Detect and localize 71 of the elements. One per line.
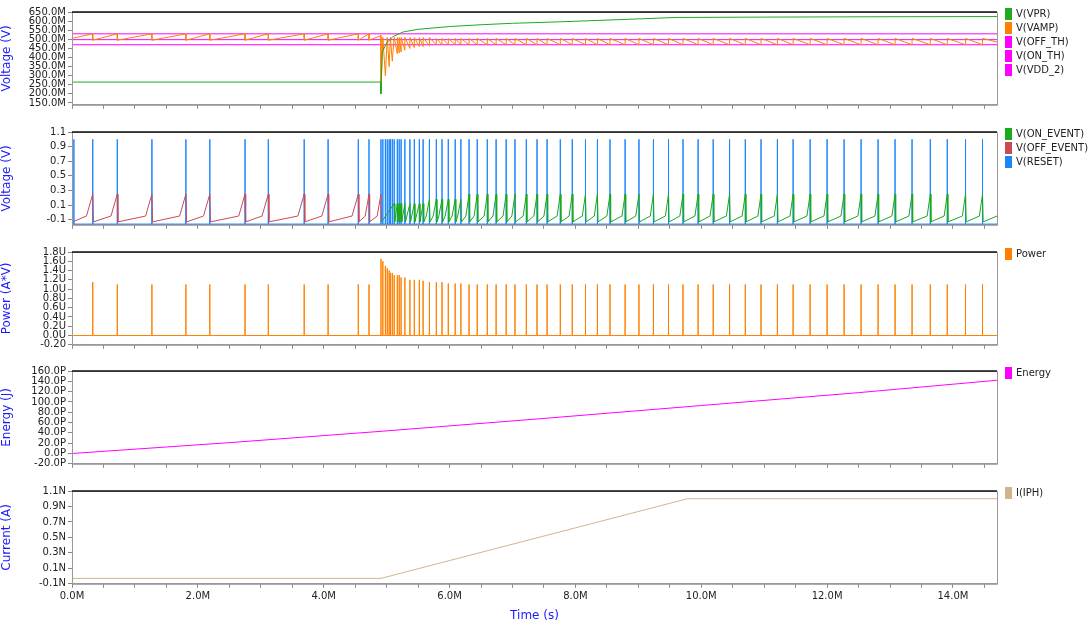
y-tick-label: 20.0P: [37, 436, 66, 448]
y-tick-label: -0.1N: [39, 577, 66, 589]
y-tick-label: 1.4U: [42, 264, 66, 276]
legend-label: V(OFF_EVENT): [1016, 142, 1089, 155]
y-tick-label: 1.0U: [42, 282, 66, 294]
y-tick-label: 0.1: [50, 198, 66, 210]
y-tick-label: 100.0P: [31, 395, 66, 407]
y-tick-label: 550.0M: [28, 23, 66, 35]
y-tick-label: 60.0P: [37, 416, 66, 428]
y-tick-label: 0.8U: [42, 291, 66, 303]
y-tick-label: 1.8U: [42, 245, 66, 257]
y-axis-title: Voltage (V): [0, 25, 14, 92]
y-tick-label: 250.0M: [28, 78, 66, 90]
legend-label: V(RESET): [1016, 156, 1063, 168]
y-axis-title: Energy (J): [0, 388, 14, 447]
y-tick-label: 0.3N: [42, 546, 66, 558]
legend-label: Power: [1016, 248, 1048, 260]
legend-label: V(VAMP): [1016, 22, 1059, 34]
y-tick-label: 0.3: [50, 184, 66, 196]
y-tick-label: 0.4U: [42, 310, 66, 322]
y-axis-title: Current (A): [0, 504, 14, 571]
y-axis-title: Voltage (V): [0, 145, 14, 212]
x-tick-label: 4.0M: [311, 590, 336, 602]
x-tick-label: 6.0M: [437, 590, 462, 602]
y-tick-label: 0.6U: [42, 301, 66, 313]
y-tick-label: -0.1: [46, 213, 66, 225]
y-tick-label: 0.9: [50, 140, 66, 152]
y-tick-label: -0.20: [40, 338, 66, 350]
legend-label: V(ON_EVENT): [1016, 128, 1085, 141]
legend-label: V(VPR): [1016, 8, 1051, 20]
x-tick-label: 10.0M: [685, 590, 717, 602]
y-tick-label: 40.0P: [37, 426, 66, 438]
y-tick-label: 200.0M: [28, 87, 66, 99]
y-tick-label: 0.0U: [42, 329, 66, 341]
y-tick-label: -20.0P: [34, 457, 66, 469]
legend-label: V(VDD_2): [1016, 64, 1065, 77]
legend-label: V(ON_TH): [1016, 50, 1065, 63]
y-tick-label: 500.0M: [28, 32, 66, 44]
y-tick-label: 0.2U: [42, 319, 66, 331]
legend-label: V(OFF_TH): [1016, 36, 1069, 49]
x-tick-label: 2.0M: [185, 590, 211, 602]
y-tick-label: 1.1N: [42, 484, 66, 496]
y-tick-label: 0.9N: [42, 500, 66, 512]
y-tick-label: 140.0P: [31, 374, 66, 386]
y-tick-label: 650.0M: [28, 5, 66, 17]
x-tick-label: 0.0M: [59, 590, 85, 602]
y-tick-label: 80.0P: [37, 405, 66, 417]
y-tick-label: 450.0M: [28, 41, 66, 53]
y-tick-label: 1.2U: [42, 273, 66, 285]
y-axis-title: Power (A*V): [0, 262, 14, 335]
y-tick-label: 0.1N: [42, 561, 66, 573]
y-tick-label: 0.7: [50, 154, 66, 166]
y-tick-label: 1.6U: [42, 254, 66, 266]
y-tick-label: 0.0P: [44, 447, 66, 459]
x-tick-label: 12.0M: [811, 590, 843, 602]
y-tick-label: 0.7N: [42, 515, 66, 527]
y-tick-label: 600.0M: [28, 14, 66, 26]
y-tick-label: 160.0P: [31, 364, 66, 376]
x-tick-label: 8.0M: [563, 590, 588, 602]
legend-label: Energy: [1016, 367, 1052, 379]
y-tick-label: 350.0M: [28, 60, 66, 72]
x-tick-label: 14.0M: [937, 590, 969, 602]
y-tick-label: 400.0M: [28, 51, 66, 63]
legend-label: I(IPH): [1016, 487, 1044, 499]
y-tick-label: 0.5N: [42, 530, 66, 542]
x-axis-title: Time (s): [509, 607, 559, 622]
y-tick-label: 120.0P: [31, 385, 66, 397]
y-tick-label: 150.0M: [28, 96, 66, 108]
y-tick-label: 1.1: [50, 125, 66, 137]
y-tick-label: 0.5: [50, 169, 66, 181]
y-tick-label: 300.0M: [28, 69, 66, 81]
